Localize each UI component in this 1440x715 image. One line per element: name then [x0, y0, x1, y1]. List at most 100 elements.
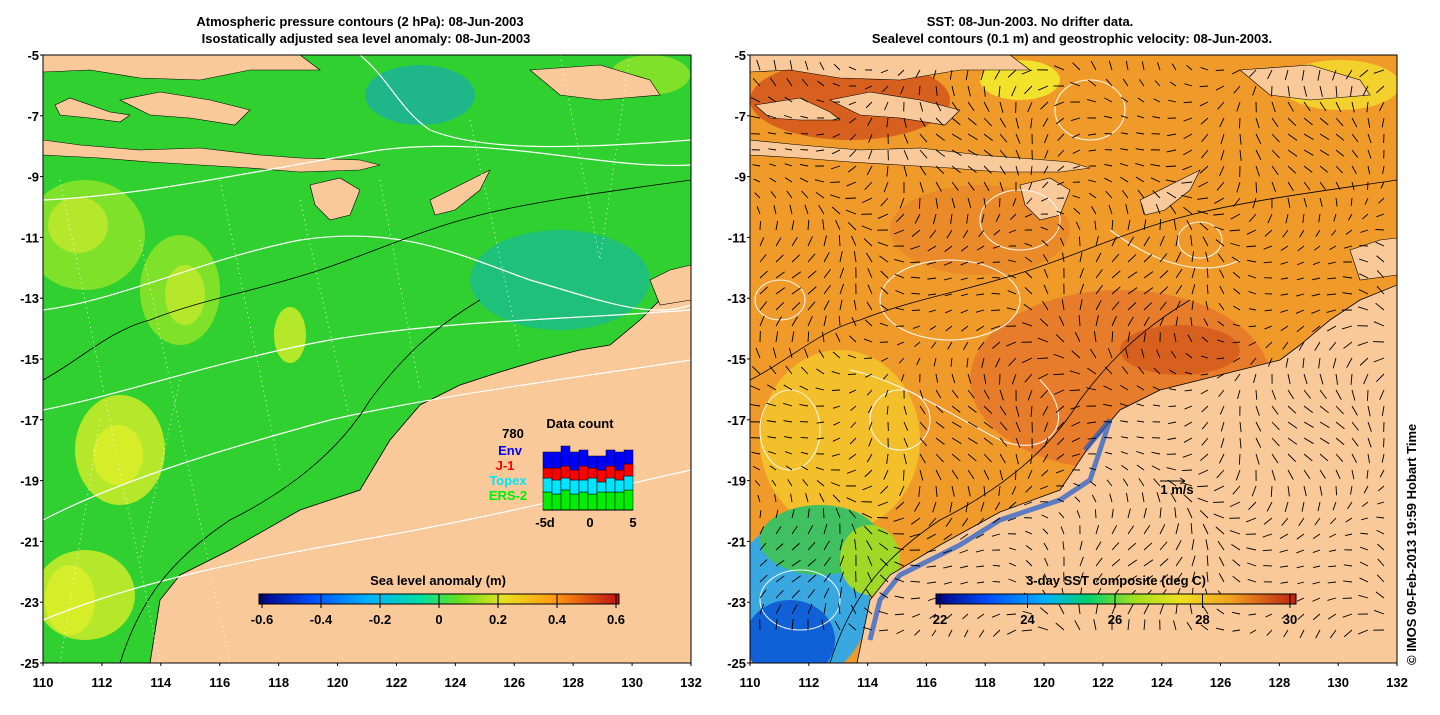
data-count-bar	[570, 480, 579, 494]
y-tick-label: -17	[20, 413, 39, 428]
data-count-bar	[615, 452, 624, 470]
right-colorbar	[936, 594, 1296, 604]
data-count-bar	[543, 452, 552, 468]
y-tick-label: -19	[20, 474, 39, 489]
x-tick-label: 114	[150, 675, 172, 690]
data-count-tick: 0	[586, 515, 593, 530]
velocity-arrow	[848, 374, 856, 375]
legend-ers2: ERS-2	[489, 488, 527, 503]
data-count-bar	[543, 468, 552, 478]
colorbar-tick-label: -0.4	[310, 612, 333, 627]
data-count-bar	[570, 494, 579, 510]
x-tick-label: 116	[916, 675, 937, 690]
x-tick-label: 110	[33, 675, 54, 690]
velocity-arrow	[1367, 182, 1368, 190]
x-tick-label: 128	[1269, 675, 1291, 690]
colorbar-tick-label: 0.2	[489, 612, 507, 627]
y-tick-label: -21	[727, 534, 746, 549]
data-count-bar	[543, 492, 552, 510]
sst-cool-region	[760, 350, 920, 530]
y-tick-label: -9	[734, 170, 746, 185]
velocity-arrow	[1037, 358, 1048, 359]
velocity-arrow	[910, 262, 920, 263]
right-map-panel: SST: 08-Jun-2003. No drifter data. Seale…	[727, 14, 1408, 690]
anomaly-blob	[48, 197, 108, 253]
y-tick-label: -13	[727, 291, 746, 306]
velocity-arrow	[1015, 470, 1016, 480]
x-tick-label: 112	[798, 675, 819, 690]
velocity-arrow	[991, 310, 1000, 311]
left-map-panel: Atmospheric pressure contours (2 hPa): 0…	[20, 14, 702, 690]
velocity-arrow	[1197, 486, 1208, 487]
legend-j1: J-1	[496, 458, 515, 473]
x-tick-label: 130	[621, 675, 643, 690]
left-title-line1: Atmospheric pressure contours (2 hPa): 0…	[196, 14, 523, 29]
left-colorbar-label: Sea level anomaly (m)	[370, 573, 506, 588]
y-tick-label: -15	[20, 352, 39, 367]
data-count-tick: 5	[629, 515, 636, 530]
x-tick-label: 118	[268, 675, 289, 690]
x-tick-label: 126	[1210, 675, 1232, 690]
data-count-title: Data count	[546, 416, 614, 431]
velocity-arrow	[1239, 118, 1240, 128]
velocity-arrow	[1079, 236, 1080, 246]
data-count-bar	[579, 480, 588, 492]
data-count-bar	[597, 470, 606, 482]
left-title-line2: Isostatically adjusted sea level anomaly…	[202, 31, 531, 46]
data-count-bar	[543, 478, 552, 492]
data-count-bar	[552, 468, 561, 480]
y-tick-label: -9	[27, 170, 39, 185]
data-count-bar	[552, 494, 561, 510]
velocity-arrow	[1216, 70, 1224, 71]
data-count-bar	[570, 452, 579, 470]
data-count-bar	[552, 480, 561, 494]
credit-text: © IMOS 09-Feb-2013 19:59 Hobart Time	[1404, 424, 1419, 665]
anomaly-blob	[165, 265, 205, 325]
data-count-bar	[624, 490, 633, 510]
colorbar-tick-label: 30	[1283, 612, 1297, 627]
anomaly-blob	[93, 425, 143, 485]
anomaly-blob	[45, 565, 95, 635]
data-count-bar	[570, 470, 579, 480]
data-count-bar	[588, 456, 597, 468]
velocity-arrow	[999, 198, 1000, 207]
velocity-arrow	[1166, 166, 1176, 167]
data-count-bar	[588, 478, 597, 494]
colorbar-tick-label: 0	[435, 612, 442, 627]
x-tick-label: 116	[209, 675, 230, 690]
legend-env: Env	[498, 443, 523, 458]
x-tick-label: 132	[680, 675, 702, 690]
data-count-tick: -5d	[535, 515, 555, 530]
data-count-total: 780	[502, 426, 524, 441]
y-tick-label: -23	[20, 595, 39, 610]
data-count-bar	[561, 466, 570, 478]
colorbar-tick-label: 22	[933, 612, 947, 627]
y-tick-label: -25	[727, 656, 746, 671]
velocity-arrow	[993, 581, 1000, 582]
velocity-arrow	[801, 437, 808, 438]
velocity-arrow	[1105, 133, 1112, 134]
data-count-bar	[615, 492, 624, 510]
data-count-bar	[624, 450, 633, 464]
data-count-bar	[597, 492, 606, 510]
x-tick-label: 114	[857, 675, 879, 690]
x-tick-label: 128	[562, 675, 584, 690]
x-tick-label: 124	[1151, 675, 1173, 690]
velocity-arrow	[1104, 437, 1112, 438]
y-tick-label: -7	[27, 109, 39, 124]
colorbar-tick-label: 24	[1020, 612, 1035, 627]
y-tick-label: -11	[728, 230, 746, 245]
x-tick-label: 130	[1327, 675, 1349, 690]
data-count-bar	[597, 482, 606, 492]
data-count-bar	[606, 492, 615, 510]
velocity-arrow	[1184, 102, 1192, 103]
x-tick-label: 118	[975, 675, 996, 690]
y-tick-label: -25	[20, 656, 39, 671]
anomaly-blob	[365, 65, 475, 125]
data-count-bar	[597, 456, 606, 470]
y-tick-label: -23	[727, 595, 746, 610]
x-tick-label: 132	[1386, 675, 1408, 690]
legend-topex: Topex	[489, 473, 527, 488]
